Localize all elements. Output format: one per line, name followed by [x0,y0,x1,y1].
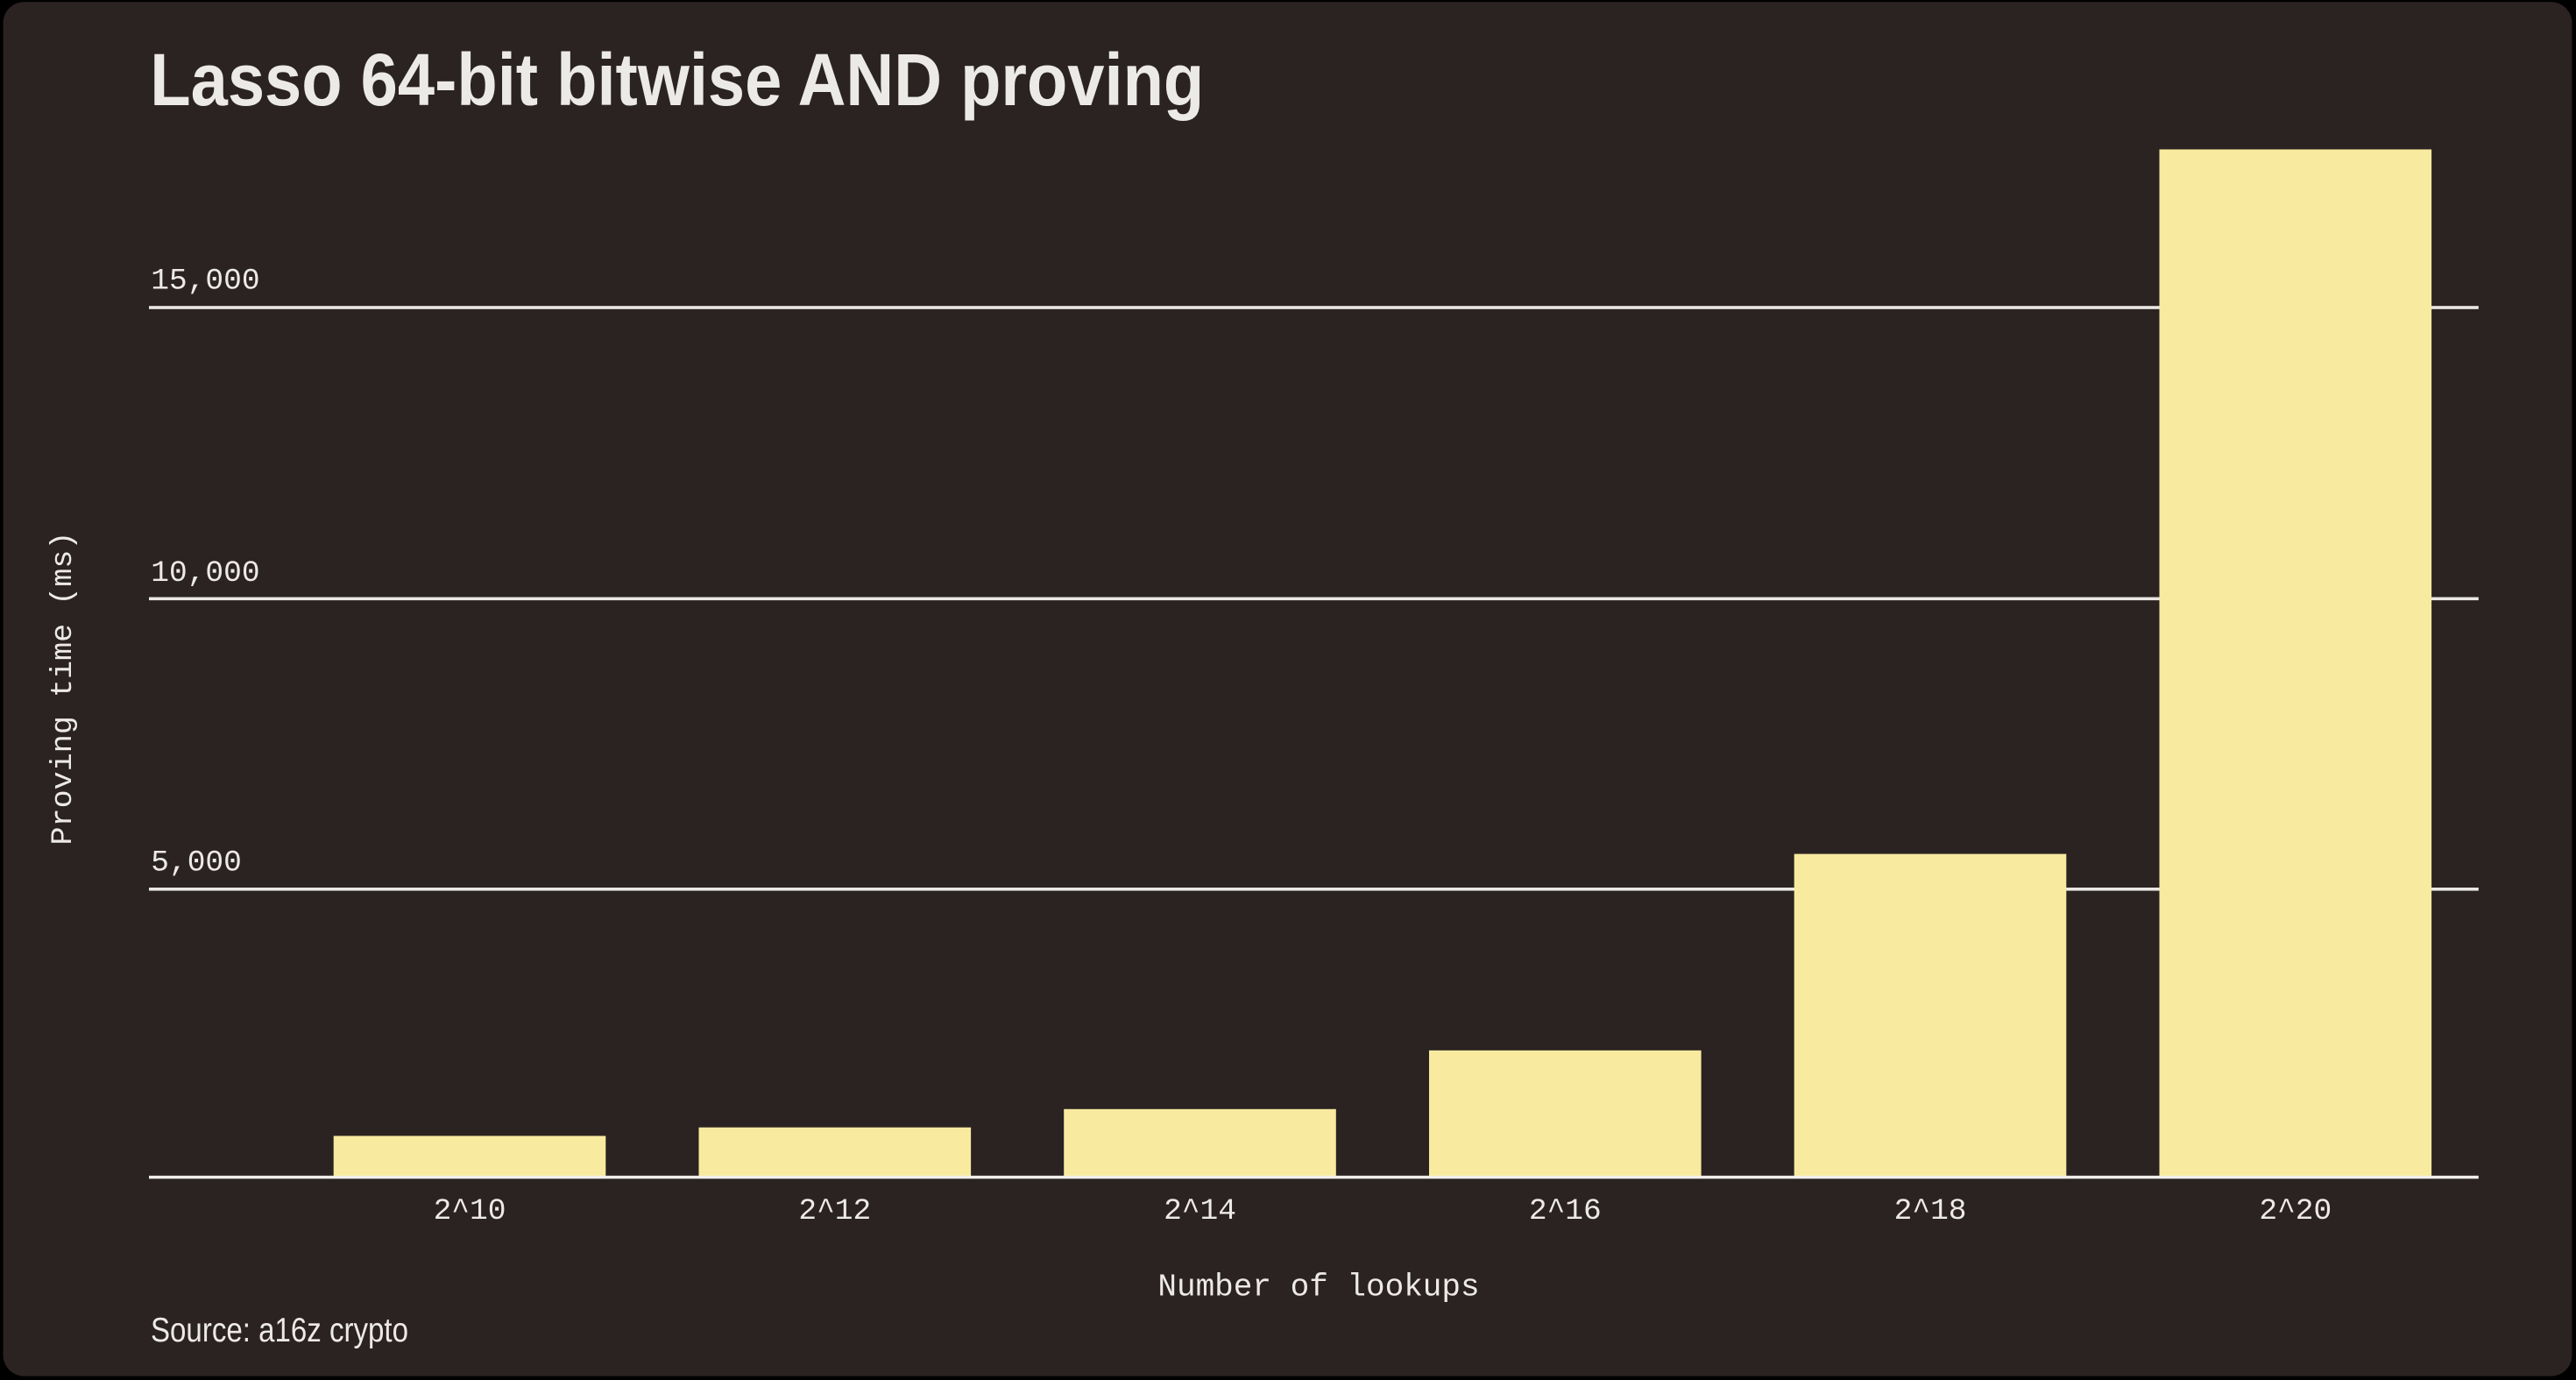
svg-text:Number of lookups: Number of lookups [1157,1269,1479,1305]
svg-text:2^18: 2^18 [1894,1194,1967,1228]
svg-text:Proving time (ms): Proving time (ms) [46,532,81,846]
svg-text:Lasso 64-bit bitwise AND provi: Lasso 64-bit bitwise AND proving [150,39,1204,121]
svg-text:Source: a16z crypto: Source: a16z crypto [151,1312,408,1349]
svg-text:2^10: 2^10 [434,1194,506,1228]
svg-text:2^14: 2^14 [1164,1194,1236,1228]
svg-text:2^12: 2^12 [798,1194,871,1228]
svg-text:10,000: 10,000 [151,556,259,591]
svg-text:2^16: 2^16 [1529,1194,1602,1228]
svg-text:15,000: 15,000 [151,265,259,299]
svg-text:5,000: 5,000 [151,846,242,881]
svg-text:2^20: 2^20 [2259,1194,2332,1228]
